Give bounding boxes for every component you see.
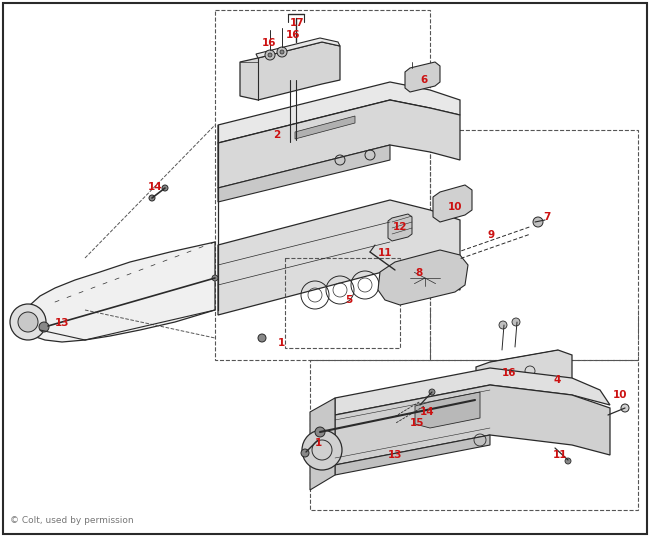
Text: 6: 6 (420, 75, 427, 85)
Circle shape (302, 430, 342, 470)
Polygon shape (218, 100, 460, 188)
Text: 10: 10 (448, 202, 463, 212)
Circle shape (39, 322, 49, 332)
Polygon shape (310, 398, 335, 490)
Text: 17: 17 (290, 18, 305, 28)
Polygon shape (22, 242, 215, 342)
Circle shape (429, 389, 435, 395)
Circle shape (268, 53, 272, 57)
Circle shape (621, 404, 629, 412)
Text: 10: 10 (613, 390, 627, 400)
Circle shape (10, 304, 46, 340)
Circle shape (149, 195, 155, 201)
Polygon shape (335, 368, 610, 415)
Polygon shape (218, 145, 390, 202)
Polygon shape (335, 385, 610, 465)
Circle shape (512, 318, 520, 326)
Polygon shape (335, 435, 490, 475)
Text: 7: 7 (543, 212, 551, 222)
Text: 9: 9 (487, 230, 494, 240)
Bar (430, 130, 638, 360)
Polygon shape (415, 392, 480, 428)
Polygon shape (295, 116, 355, 139)
Circle shape (265, 50, 275, 60)
Circle shape (212, 275, 218, 281)
Polygon shape (218, 200, 460, 315)
Text: 11: 11 (378, 248, 393, 258)
Circle shape (565, 458, 571, 464)
Text: 16: 16 (286, 30, 300, 40)
Circle shape (280, 50, 284, 54)
Text: 2: 2 (273, 130, 280, 140)
Text: 13: 13 (388, 450, 402, 460)
Bar (285, 258, 400, 348)
Text: 8: 8 (415, 268, 422, 278)
Polygon shape (476, 350, 572, 399)
Circle shape (533, 217, 543, 227)
Text: 5: 5 (345, 295, 352, 305)
Text: 12: 12 (393, 222, 408, 232)
Circle shape (162, 185, 168, 191)
Circle shape (301, 449, 309, 457)
Circle shape (499, 321, 507, 329)
Circle shape (277, 47, 287, 57)
Text: 1: 1 (315, 438, 322, 448)
Text: 16: 16 (262, 38, 276, 48)
Circle shape (258, 334, 266, 342)
Polygon shape (405, 62, 440, 92)
Bar (215, 10, 430, 360)
Circle shape (315, 427, 325, 437)
Text: 11: 11 (553, 450, 567, 460)
Text: 13: 13 (55, 318, 70, 328)
Text: 4: 4 (553, 375, 560, 385)
Text: 14: 14 (420, 407, 435, 417)
Bar (310, 360, 638, 510)
Polygon shape (388, 214, 412, 241)
Polygon shape (433, 185, 472, 222)
Polygon shape (218, 82, 460, 143)
Text: 1: 1 (278, 338, 285, 348)
Text: © Colt, used by permission: © Colt, used by permission (10, 516, 134, 525)
Polygon shape (240, 42, 340, 100)
Text: 16: 16 (502, 368, 517, 378)
Polygon shape (256, 38, 340, 58)
Text: 15: 15 (410, 418, 424, 428)
Circle shape (18, 312, 38, 332)
Text: 14: 14 (148, 182, 162, 192)
Polygon shape (378, 250, 468, 305)
